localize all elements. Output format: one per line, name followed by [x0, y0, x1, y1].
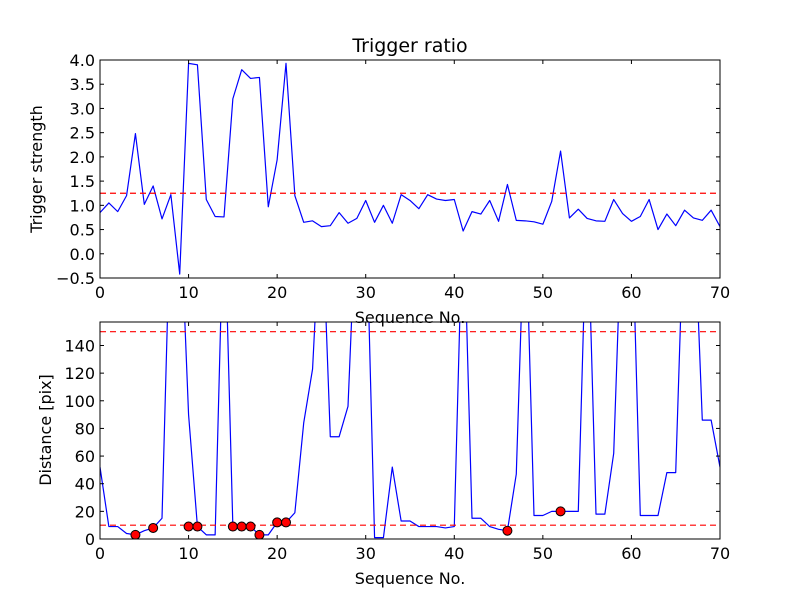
y-tick-label: 2.5: [70, 124, 95, 143]
y-tick-label: 2.0: [70, 148, 95, 167]
y-tick-label: 3.0: [70, 99, 95, 118]
axes-frame: [99, 59, 721, 279]
distance-chart: 0 10 20 30 40 50 60 70 0 20 40 60 80 100 120 140 Seque…: [36, 321, 730, 588]
x-tick-label: 40: [444, 283, 464, 302]
y-tick-label: 3.5: [70, 75, 95, 94]
data-point-marker: [555, 506, 566, 517]
data-point-marker: [236, 521, 247, 532]
x-tick-label: 30: [356, 283, 376, 302]
trigger-ratio-chart: Trigger ratio 0 10 20 30 40 50 60 70 −0.5 0.0 0.5…: [27, 35, 730, 327]
x-tick-label: 10: [178, 544, 198, 563]
x-tick-label: 30: [356, 544, 376, 563]
y-axis: −0.5 0.0 0.5 1.0 1.5 2.0 2.5 3.0 3.5 4.0: [56, 51, 720, 288]
y-tick-label: 120: [64, 364, 95, 383]
data-point-marker: [245, 521, 256, 532]
x-tick-label: 40: [444, 544, 464, 563]
data-point-marker: [130, 529, 141, 539]
y-tick-label: 0.5: [70, 221, 95, 240]
data-point-marker: [192, 521, 203, 532]
chart-title: Trigger ratio: [351, 35, 467, 57]
y-axis-label: Trigger strength: [27, 105, 46, 234]
y-tick-label: 4.0: [70, 51, 95, 70]
y-tick-label: 0.0: [70, 245, 95, 264]
x-axis-label: Sequence No.: [355, 569, 466, 588]
data-point-marker: [227, 521, 238, 532]
x-tick-label: 0: [95, 283, 105, 302]
x-tick-label: 60: [621, 544, 641, 563]
x-tick-label: 70: [710, 544, 730, 563]
series-line: [100, 62, 720, 275]
x-axis-label: Sequence No.: [355, 308, 466, 327]
x-axis: 0 10 20 30 40 50 60 70: [95, 60, 730, 302]
y-axis-label: Distance [pix]: [36, 374, 55, 486]
y-tick-label: 140: [64, 336, 95, 355]
y-tick-label: 100: [64, 392, 95, 411]
y-tick-label: 40: [75, 475, 95, 494]
y-axis: 0 20 40 60 80 100 120 140: [64, 336, 720, 549]
y-tick-label: 80: [75, 419, 95, 438]
x-tick-label: 20: [267, 283, 287, 302]
x-tick-label: 10: [178, 283, 198, 302]
data-point-marker: [148, 522, 159, 533]
x-tick-label: 50: [533, 544, 553, 563]
x-tick-label: 60: [621, 283, 641, 302]
y-tick-label: 1.0: [70, 196, 95, 215]
y-tick-label: 0: [85, 530, 95, 549]
data-point-marker: [281, 517, 291, 528]
y-tick-label: 60: [75, 447, 95, 466]
axes-frame: [99, 321, 721, 540]
x-tick-label: 70: [710, 283, 730, 302]
data-point-marker: [254, 529, 265, 539]
x-tick-label: 50: [533, 283, 553, 302]
data-point-marker: [502, 525, 513, 536]
x-tick-label: 20: [267, 544, 287, 563]
x-axis: 0 10 20 30 40 50 60 70: [95, 322, 730, 563]
y-tick-label: −0.5: [56, 269, 95, 288]
data-point-marker: [272, 517, 283, 528]
y-tick-label: 1.5: [70, 172, 95, 191]
plot-area: [100, 62, 720, 275]
data-point-marker: [183, 521, 194, 532]
series-line: [100, 322, 720, 539]
y-tick-label: 20: [75, 502, 95, 521]
x-tick-label: 0: [95, 544, 105, 563]
plot-area: [100, 322, 720, 539]
